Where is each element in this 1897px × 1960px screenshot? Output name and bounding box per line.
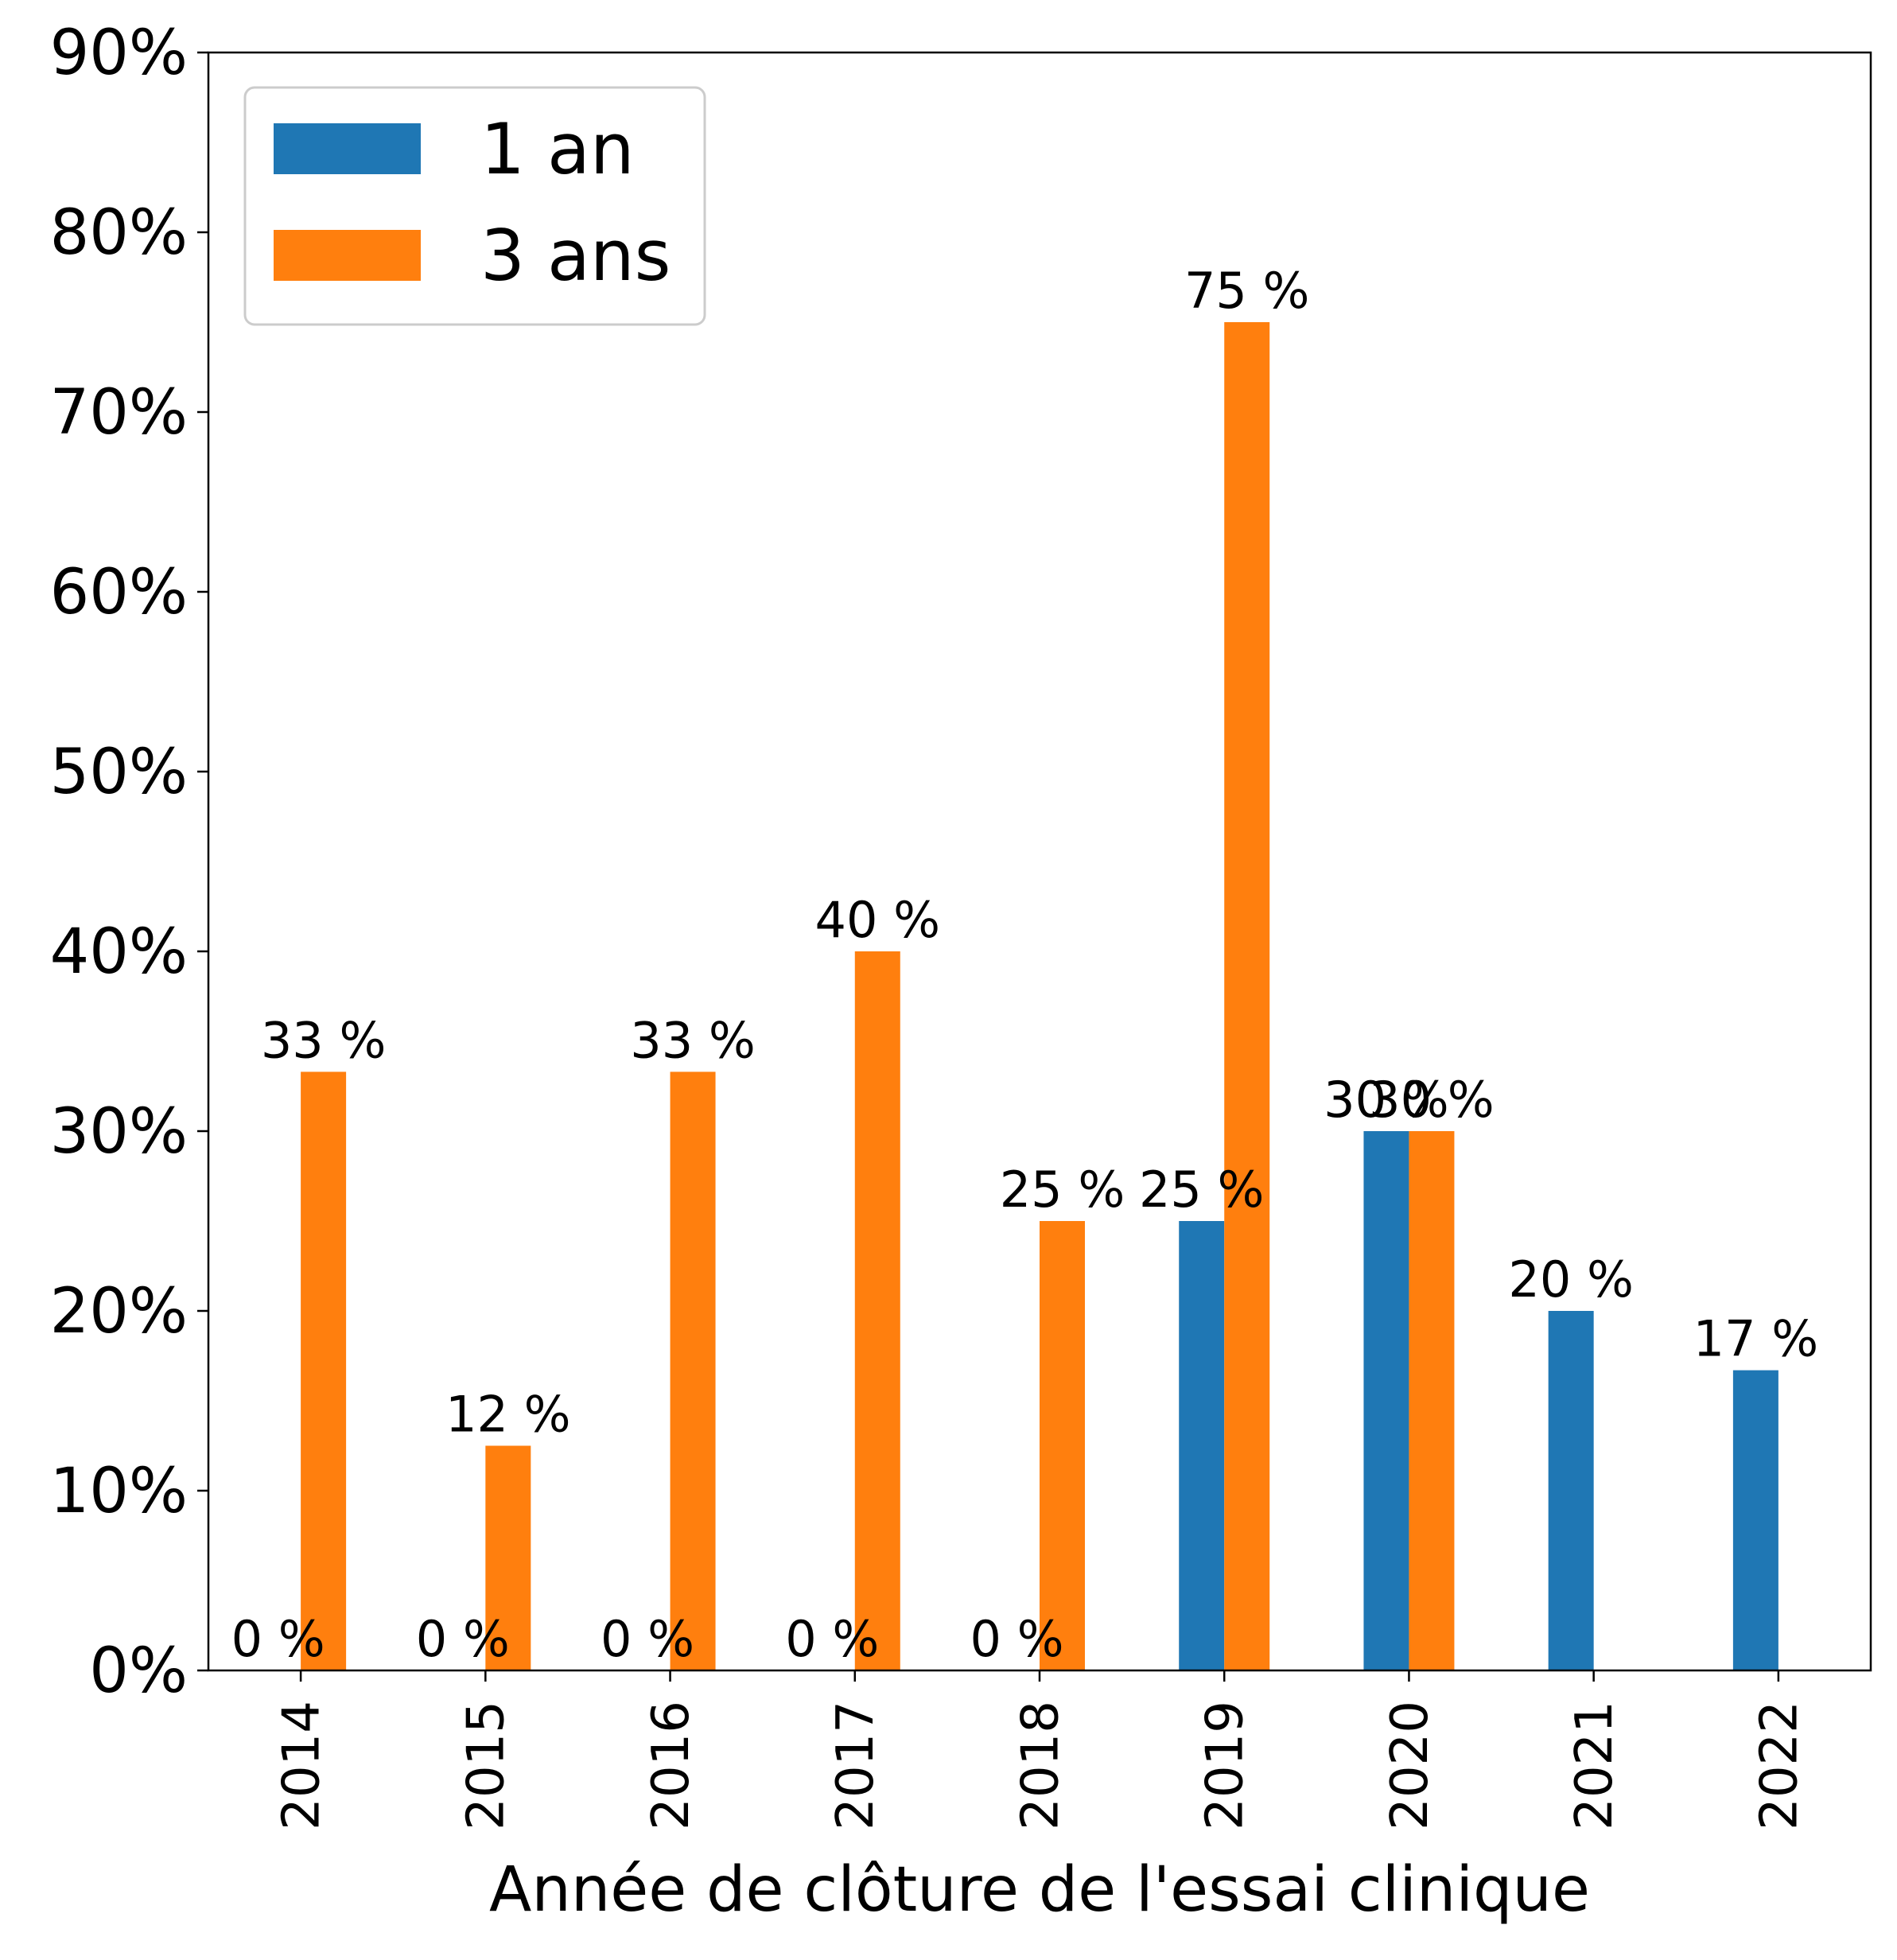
y-tick-label: 60% <box>50 557 188 628</box>
bar-series-2-2018 <box>1040 1221 1085 1670</box>
y-tick-label: 70% <box>50 377 188 449</box>
x-tick-label: 2016 <box>642 1701 701 1830</box>
bar-value-label: 0 % <box>231 1610 325 1668</box>
x-tick-label: 2019 <box>1196 1701 1255 1830</box>
x-tick-label: 2021 <box>1565 1701 1624 1830</box>
x-tick-label: 2022 <box>1750 1701 1809 1830</box>
y-tick-label: 50% <box>50 737 188 808</box>
bar-value-label: 17 % <box>1693 1310 1819 1368</box>
bars-group <box>301 322 1778 1670</box>
bar-series-2-2020 <box>1409 1131 1455 1670</box>
bar-value-label: 12 % <box>445 1386 571 1444</box>
y-tick-label: 0% <box>89 1635 188 1707</box>
y-tick-label: 40% <box>50 916 188 988</box>
y-tick-label: 80% <box>50 197 188 269</box>
legend-swatch <box>274 123 421 174</box>
legend: 1 an 3 ans <box>243 86 706 326</box>
bar-series-1-2019 <box>1179 1221 1225 1670</box>
bar-series-2-2017 <box>854 951 900 1670</box>
bar-value-label: 33 % <box>261 1011 387 1069</box>
bar-value-label: 40 % <box>815 891 941 949</box>
legend-label: 3 ans <box>480 215 671 297</box>
bar-value-label: 33 % <box>630 1011 756 1069</box>
legend-label: 1 an <box>480 108 635 190</box>
bar-series-2-2014 <box>301 1071 347 1670</box>
bar-series-1-2022 <box>1732 1370 1778 1670</box>
bar-value-label: 0 % <box>601 1610 694 1668</box>
y-tick-label: 10% <box>50 1456 188 1527</box>
bar-value-label: 0 % <box>416 1610 510 1668</box>
bar-series-2-2015 <box>485 1445 531 1670</box>
bar-series-1-2021 <box>1548 1311 1594 1670</box>
bar-value-label: 20 % <box>1508 1250 1634 1309</box>
y-tick-label: 30% <box>50 1096 188 1168</box>
bar-value-label: 0 % <box>970 1610 1063 1668</box>
x-tick-label: 2018 <box>1011 1701 1070 1830</box>
bar-series-1-2020 <box>1363 1131 1409 1670</box>
legend-swatch <box>274 230 421 281</box>
bar-value-label: 25 % <box>1000 1161 1125 1219</box>
x-axis: 2014 2015 2016 2017 2018 2019 2020 2021 2022 <box>273 1670 1809 1830</box>
bar-series-2-2019 <box>1224 322 1270 1670</box>
bar-value-label: 0 % <box>785 1610 879 1668</box>
bar-value-label: 30 % <box>1369 1071 1495 1129</box>
y-tick-label: 90% <box>50 18 188 89</box>
x-tick-label: 2020 <box>1381 1701 1440 1830</box>
x-tick-label: 2015 <box>457 1701 516 1830</box>
y-axis: 0% 10% 20% 30% 40% 50% 60% 70% 80% 90% <box>50 18 208 1707</box>
x-tick-label: 2017 <box>826 1701 885 1830</box>
y-tick-label: 20% <box>50 1276 188 1348</box>
bar-value-label: 25 % <box>1139 1161 1265 1219</box>
bar-labels-group: 0 % 0 % 0 % 0 % 0 % 25 % 30 % 20 % 17 % 33 % 12 % 3… <box>231 262 1819 1668</box>
x-axis-label: Année de clôture de l'essai clinique <box>489 1854 1590 1926</box>
bar-value-label: 75 % <box>1184 262 1310 320</box>
x-tick-label: 2014 <box>273 1701 332 1830</box>
bar-value-label: 30 % <box>1324 1071 1449 1129</box>
bar-series-2-2016 <box>670 1071 716 1670</box>
